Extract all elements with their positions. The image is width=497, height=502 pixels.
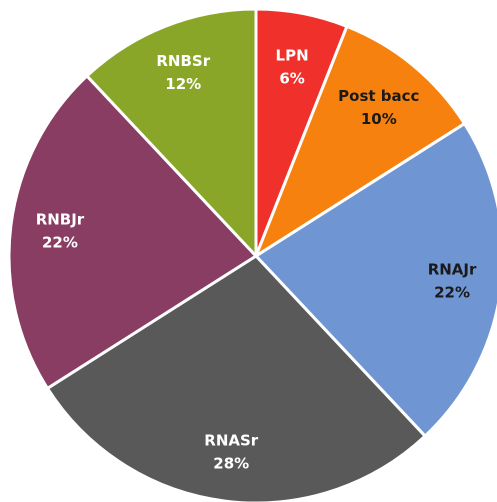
slice-value-label: 6% — [279, 69, 304, 87]
pie-slice — [45, 254, 427, 502]
slice-label: LPN — [276, 46, 309, 64]
slice-label: RNAJr — [428, 260, 477, 278]
pie-slice — [85, 7, 258, 258]
slice-label: RNASr — [204, 432, 259, 450]
slice-label: Post bacc — [338, 87, 419, 105]
slice-value-label: 28% — [213, 455, 249, 473]
slice-label: RNBSr — [156, 52, 210, 70]
slice-value-label: 10% — [361, 110, 397, 128]
pie-slice — [254, 122, 497, 438]
slice-value-label: 22% — [434, 283, 470, 301]
pie-slice — [7, 74, 258, 390]
slice-value-label: 12% — [165, 75, 201, 93]
pie-slice — [254, 24, 467, 258]
slice-value-label: 22% — [42, 234, 78, 252]
slice-label: RNBJr — [36, 211, 85, 229]
